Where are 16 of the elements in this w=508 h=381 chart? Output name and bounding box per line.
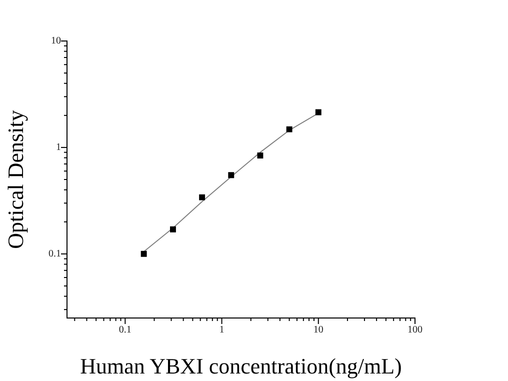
x-tick-label: 10 (313, 324, 324, 336)
y-tick-label: 10 (51, 36, 61, 47)
y-tick-label: 1 (56, 142, 61, 154)
x-tick-label: 1 (219, 324, 224, 336)
point (228, 172, 234, 178)
x-tick-label: 100 (408, 324, 422, 336)
point (257, 152, 264, 158)
x-tick-label: 0.1 (118, 324, 132, 336)
point (315, 109, 322, 116)
y-tick-label: 0.1 (48, 248, 61, 260)
point (140, 250, 147, 257)
point (170, 226, 176, 232)
point (199, 194, 206, 200)
y-axis-title: Optical Density (2, 110, 28, 249)
point (286, 126, 292, 132)
x-axis-title: Human YBXI concentration(ng/mL) (80, 354, 402, 379)
